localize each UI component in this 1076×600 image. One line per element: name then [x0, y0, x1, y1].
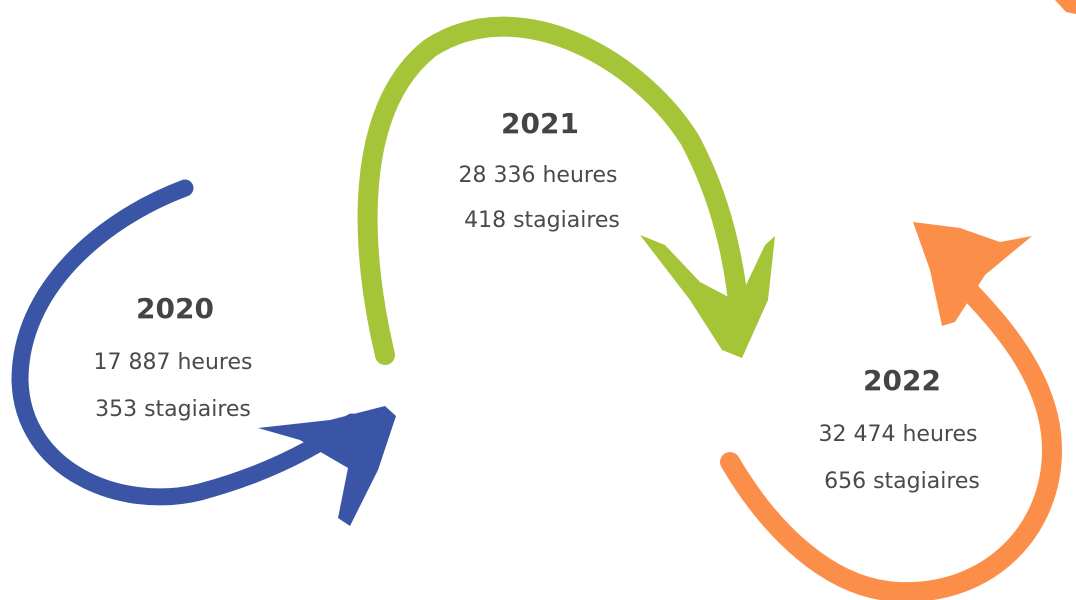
orange-corner — [1055, 0, 1076, 14]
green-arrow-head — [640, 235, 775, 358]
infographic: 2020 17 887 heures 353 stagiaires 2021 2… — [0, 0, 1076, 600]
page: {"items": [ {"year": "2020", "hours": "1… — [0, 0, 1076, 600]
hours: 32 474 heures — [819, 422, 978, 447]
hours: 28 336 heures — [459, 163, 618, 188]
trainees: 418 stagiaires — [464, 208, 620, 233]
trainees: 353 stagiaires — [95, 397, 251, 422]
trainees: 656 stagiaires — [824, 469, 980, 494]
green-arrow-body — [368, 27, 740, 355]
year: 2020 — [136, 292, 214, 325]
year: 2022 — [863, 364, 941, 397]
hours: 17 887 heures — [94, 350, 253, 375]
orange-arrow-head — [913, 222, 1032, 326]
year: 2021 — [501, 107, 579, 140]
blue-arrow-body — [20, 188, 352, 497]
